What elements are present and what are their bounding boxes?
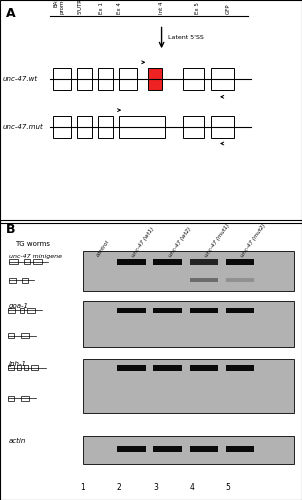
Text: 5: 5 bbox=[226, 483, 230, 492]
Bar bbox=[226, 258, 254, 265]
Bar bbox=[77, 68, 92, 90]
Bar bbox=[190, 258, 218, 265]
Text: 1: 1 bbox=[81, 483, 85, 492]
Text: unc-47 minigene: unc-47 minigene bbox=[9, 254, 62, 258]
Bar bbox=[226, 365, 254, 370]
Bar bbox=[9, 259, 18, 264]
Text: unc-47.mut: unc-47.mut bbox=[3, 124, 44, 130]
Text: Ex 4: Ex 4 bbox=[117, 2, 122, 14]
Bar bbox=[117, 365, 146, 370]
Bar bbox=[190, 446, 218, 452]
Bar bbox=[8, 396, 14, 401]
Text: 3: 3 bbox=[153, 483, 158, 492]
Bar bbox=[190, 278, 218, 282]
Text: GFP: GFP bbox=[226, 4, 230, 14]
Bar bbox=[211, 116, 234, 138]
Bar bbox=[83, 436, 294, 464]
Bar bbox=[153, 446, 182, 452]
Bar bbox=[8, 334, 14, 338]
Bar bbox=[17, 366, 21, 370]
Bar bbox=[117, 258, 146, 265]
Text: Ex 5: Ex 5 bbox=[195, 2, 200, 14]
Bar bbox=[190, 308, 218, 313]
Bar bbox=[226, 446, 254, 452]
Bar bbox=[21, 334, 29, 338]
Bar bbox=[211, 68, 234, 90]
Bar bbox=[119, 68, 137, 90]
Bar bbox=[24, 259, 30, 264]
Text: 2: 2 bbox=[117, 483, 122, 492]
Text: 4: 4 bbox=[189, 483, 194, 492]
Bar bbox=[98, 116, 113, 138]
Bar bbox=[153, 365, 182, 370]
Text: unc-47.wt: unc-47.wt bbox=[3, 76, 38, 82]
Bar bbox=[24, 366, 28, 370]
Bar bbox=[83, 358, 294, 413]
Text: goa-1: goa-1 bbox=[9, 304, 29, 310]
Text: TG worms: TG worms bbox=[15, 241, 50, 247]
Text: Latent 5'SS: Latent 5'SS bbox=[168, 36, 203, 41]
Bar bbox=[9, 278, 16, 282]
Bar bbox=[77, 116, 92, 138]
Text: 5'UTR: 5'UTR bbox=[78, 0, 82, 14]
Bar bbox=[83, 301, 294, 348]
Bar bbox=[20, 308, 24, 313]
Bar bbox=[83, 251, 294, 292]
Text: unc-47 (wt2): unc-47 (wt2) bbox=[168, 226, 192, 258]
Bar bbox=[22, 278, 28, 282]
Text: jph-1: jph-1 bbox=[9, 361, 27, 367]
Bar bbox=[226, 278, 254, 282]
Bar bbox=[98, 68, 113, 90]
Bar bbox=[119, 116, 165, 138]
Text: A: A bbox=[6, 6, 16, 20]
Text: unc-47 (mut1): unc-47 (mut1) bbox=[204, 222, 231, 258]
Bar bbox=[53, 116, 71, 138]
Bar bbox=[153, 258, 182, 265]
Bar bbox=[21, 396, 29, 401]
Bar bbox=[117, 446, 146, 452]
Bar bbox=[183, 68, 204, 90]
Bar bbox=[8, 366, 14, 370]
Text: B: B bbox=[6, 223, 15, 236]
Bar bbox=[226, 308, 254, 313]
Bar bbox=[8, 308, 15, 313]
Text: Int 4: Int 4 bbox=[159, 2, 164, 14]
Text: unc-47 (mut2): unc-47 (mut2) bbox=[240, 222, 267, 258]
Bar bbox=[53, 68, 71, 90]
Bar bbox=[148, 68, 162, 90]
Bar bbox=[153, 308, 182, 313]
Text: BAF
promoter: BAF promoter bbox=[53, 0, 64, 14]
Bar bbox=[183, 116, 204, 138]
Bar bbox=[33, 259, 42, 264]
Text: unc-47 (wt1): unc-47 (wt1) bbox=[131, 226, 156, 258]
Bar bbox=[117, 308, 146, 313]
Bar bbox=[31, 366, 38, 370]
Text: control: control bbox=[95, 240, 110, 258]
Text: actin: actin bbox=[9, 438, 27, 444]
Text: Ex 1: Ex 1 bbox=[99, 2, 104, 14]
Bar bbox=[190, 365, 218, 370]
Bar bbox=[27, 308, 35, 313]
